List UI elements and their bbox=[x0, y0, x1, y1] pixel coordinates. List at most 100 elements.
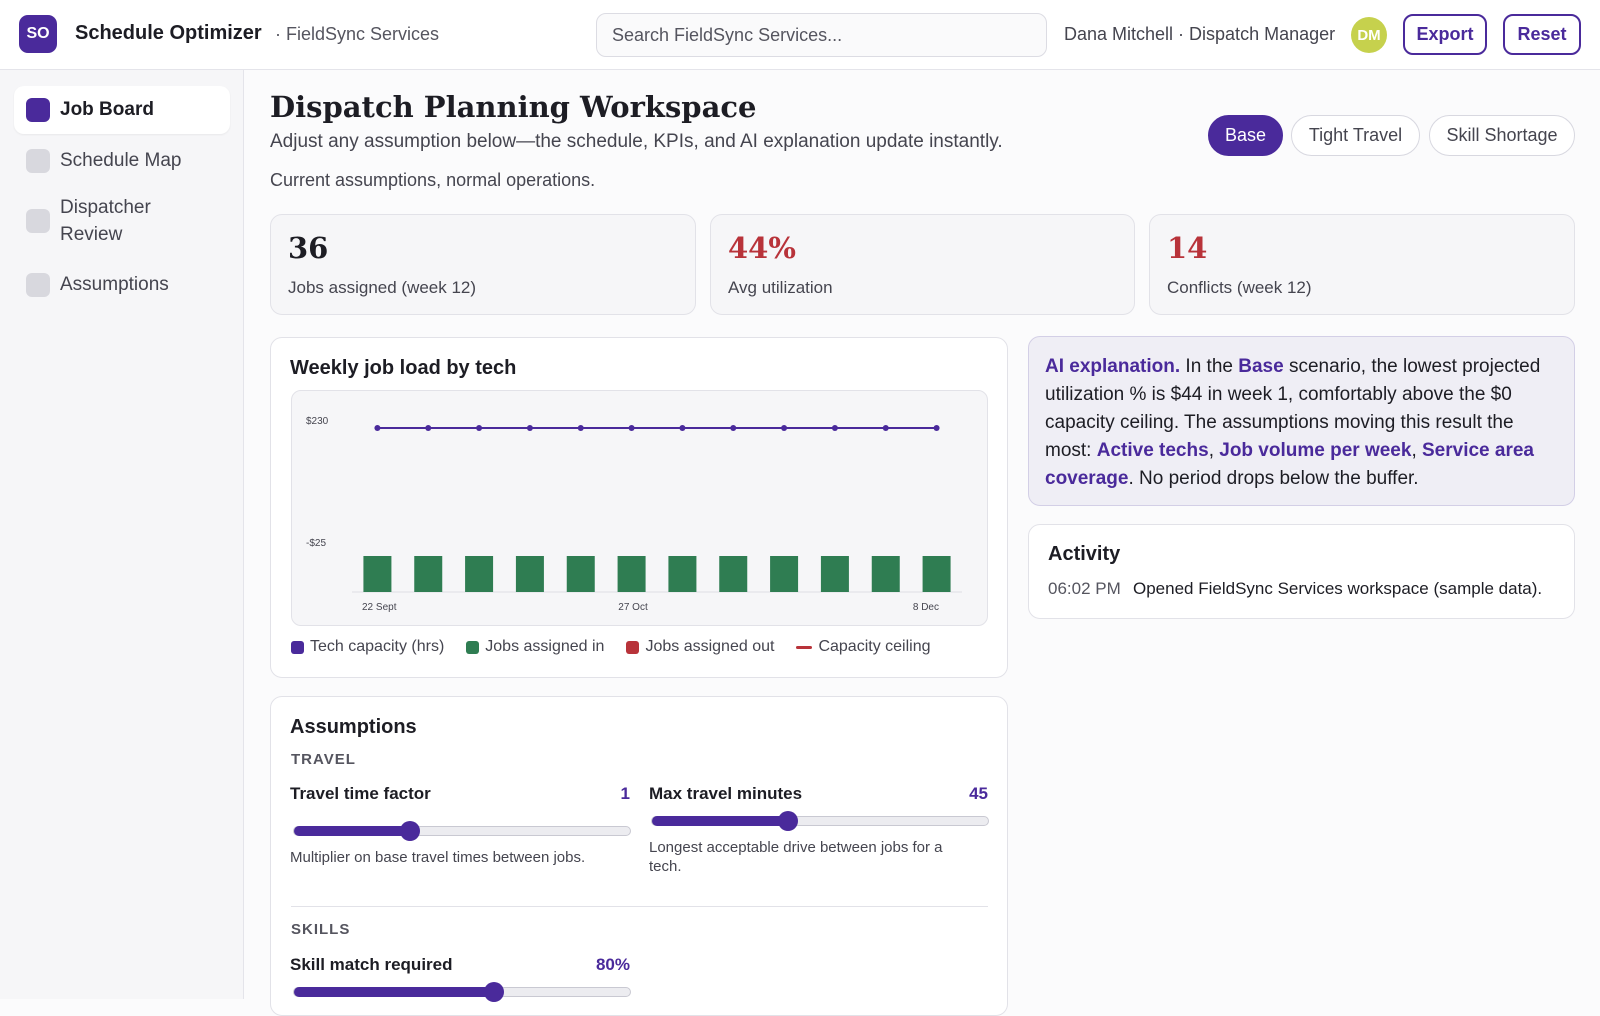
legend-label: Tech capacity (hrs) bbox=[310, 638, 445, 655]
jobs-assigned-in-bar bbox=[515, 556, 544, 592]
tech-capacity-point bbox=[425, 425, 432, 431]
ai-text: In the bbox=[1180, 356, 1239, 377]
max-travel-minutes-slider[interactable] bbox=[651, 811, 989, 831]
sidebar-item-label: Schedule Map bbox=[60, 150, 182, 171]
tech-capacity-point bbox=[933, 425, 940, 431]
slider-help: Multiplier on base travel times between … bbox=[290, 849, 586, 866]
kpi-label: Conflicts (week 12) bbox=[1167, 278, 1312, 297]
legend-label: Jobs assigned out bbox=[645, 638, 775, 655]
jobs-assigned-in-bar bbox=[465, 556, 494, 592]
skill-match-slider[interactable] bbox=[293, 982, 631, 1002]
legend-item: Tech capacity (hrs) bbox=[291, 638, 444, 656]
y-tick-label: -$25 bbox=[306, 538, 326, 549]
x-tick-label: 27 Oct bbox=[618, 602, 648, 613]
legend-swatch bbox=[466, 640, 480, 654]
page-title: Dispatch Planning Workspace bbox=[270, 90, 757, 124]
jobs-assigned-in-bar bbox=[770, 556, 799, 592]
ai-separator: , bbox=[1208, 440, 1220, 461]
sidebar-item-label: Job Board bbox=[60, 99, 154, 120]
chart-frame: $230 -$25 22 Sept 27 Oct 8 Dec bbox=[291, 390, 988, 626]
ai-scenario-name: Base bbox=[1238, 356, 1284, 377]
legend-item: Jobs assigned out bbox=[626, 638, 774, 656]
chart-card: Weekly job load by tech $230 -$25 22 Sep… bbox=[270, 337, 1008, 678]
activity-text: Opened FieldSync Services workspace (sam… bbox=[1133, 579, 1543, 598]
skills-section-label: SKILLS bbox=[291, 921, 351, 938]
slider-value: 80% bbox=[595, 955, 630, 974]
kpi-value: 44% bbox=[728, 231, 796, 265]
kpi-card-avg-utilization: 44% Avg utilization bbox=[710, 214, 1135, 315]
slider-thumb[interactable] bbox=[483, 982, 504, 1002]
slider-label: Travel time factor bbox=[290, 784, 431, 803]
user-name: Dana Mitchell · Dispatch Manager bbox=[1064, 24, 1336, 44]
slider-thumb[interactable] bbox=[778, 811, 799, 831]
travel-time-factor-slider[interactable] bbox=[293, 821, 631, 841]
legend-label: Jobs assigned in bbox=[485, 638, 605, 655]
legend-item: Capacity ceiling bbox=[796, 638, 931, 656]
jobs-assigned-in-bar bbox=[820, 556, 849, 592]
tech-capacity-point bbox=[882, 425, 889, 431]
slider-label: Max travel minutes bbox=[649, 784, 803, 803]
search-input[interactable] bbox=[596, 13, 1047, 57]
tech-capacity-point bbox=[679, 425, 686, 431]
sidebar-item-assumptions[interactable]: Assumptions bbox=[14, 261, 230, 309]
slider-thumb[interactable] bbox=[399, 821, 420, 841]
assumptions-title: Assumptions bbox=[290, 716, 417, 738]
slider-value: 45 bbox=[969, 784, 988, 803]
kpi-label: Jobs assigned (week 12) bbox=[288, 278, 477, 297]
kpi-card-jobs-assigned: 36 Jobs assigned (week 12) bbox=[270, 214, 696, 315]
legend-line-swatch bbox=[796, 645, 813, 649]
app-logo[interactable]: SO bbox=[19, 15, 57, 53]
kpi-value: 36 bbox=[288, 231, 329, 265]
job-load-chart: $230 -$25 22 Sept 27 Oct 8 Dec bbox=[306, 416, 962, 613]
activity-time: 06:02 PM bbox=[1048, 579, 1121, 598]
slider-help: Longest acceptable drive between jobs fo… bbox=[649, 839, 943, 875]
scenario-base-button[interactable]: Base bbox=[1208, 115, 1283, 156]
activity-title: Activity bbox=[1048, 543, 1121, 565]
reset-button[interactable]: Reset bbox=[1503, 14, 1581, 55]
ai-text: . No period drops below the buffer. bbox=[1128, 468, 1419, 489]
assumption-note: Current assumptions, normal operations. bbox=[270, 170, 596, 190]
tech-capacity-point bbox=[628, 425, 635, 431]
tech-capacity-point bbox=[831, 425, 838, 431]
app-title: Schedule Optimizer bbox=[75, 22, 262, 44]
jobs-assigned-in-bar bbox=[566, 556, 595, 592]
slider-value: 1 bbox=[620, 784, 630, 803]
scenario-skill-shortage-button[interactable]: Skill Shortage bbox=[1429, 115, 1575, 156]
ai-driver-link[interactable]: Active techs bbox=[1096, 440, 1209, 461]
jobs-assigned-in-bar bbox=[871, 556, 900, 592]
page-subtitle: Adjust any assumption below—the schedule… bbox=[270, 131, 1003, 152]
assumptions-card: Assumptions TRAVEL Travel time factor 1 … bbox=[270, 696, 1008, 1016]
section-divider bbox=[291, 906, 988, 907]
kpi-value: 14 bbox=[1167, 231, 1208, 265]
job-board-icon bbox=[26, 98, 50, 122]
legend-swatch bbox=[626, 640, 640, 654]
tech-capacity-point bbox=[476, 425, 483, 431]
chart-title: Weekly job load by tech bbox=[290, 357, 517, 379]
legend-swatch bbox=[291, 640, 304, 654]
jobs-assigned-in-bar bbox=[668, 556, 697, 592]
y-tick-label: $230 bbox=[306, 416, 329, 427]
kpi-label: Avg utilization bbox=[728, 278, 833, 297]
tech-capacity-point bbox=[374, 425, 381, 431]
ai-text: scenario, the lowest projected utilizati… bbox=[1045, 356, 1541, 461]
ai-explanation-lead: AI explanation. bbox=[1045, 356, 1181, 377]
legend-label: Capacity ceiling bbox=[818, 638, 931, 655]
tech-capacity-point bbox=[781, 425, 788, 431]
jobs-assigned-in-bar bbox=[922, 556, 951, 592]
export-button[interactable]: Export bbox=[1403, 14, 1487, 55]
travel-section-label: TRAVEL bbox=[291, 751, 356, 768]
sidebar-item-job-board[interactable]: Job Board bbox=[14, 86, 230, 134]
ai-driver-link[interactable]: Service area coverage bbox=[1045, 440, 1534, 489]
avatar[interactable]: DM bbox=[1351, 17, 1387, 53]
scenario-tight-travel-button[interactable]: Tight Travel bbox=[1291, 115, 1420, 156]
sidebar-item-schedule-map[interactable]: Schedule Map bbox=[14, 137, 230, 185]
bars-group bbox=[363, 556, 951, 592]
sidebar-item-dispatcher-review[interactable]: Dispatcher Review bbox=[14, 190, 230, 252]
sidebar-item-label: Assumptions bbox=[60, 274, 169, 295]
jobs-assigned-in-bar bbox=[617, 556, 646, 592]
chart-legend: Tech capacity (hrs) Jobs assigned in Job… bbox=[291, 638, 931, 656]
ai-driver-link[interactable]: Job volume per week bbox=[1219, 440, 1412, 461]
ai-explanation-panel: AI explanation. In the Base scenario, th… bbox=[1028, 336, 1575, 506]
tech-capacity-point bbox=[526, 425, 533, 431]
sidebar: Job Board Schedule Map Dispatcher Review… bbox=[0, 70, 244, 999]
